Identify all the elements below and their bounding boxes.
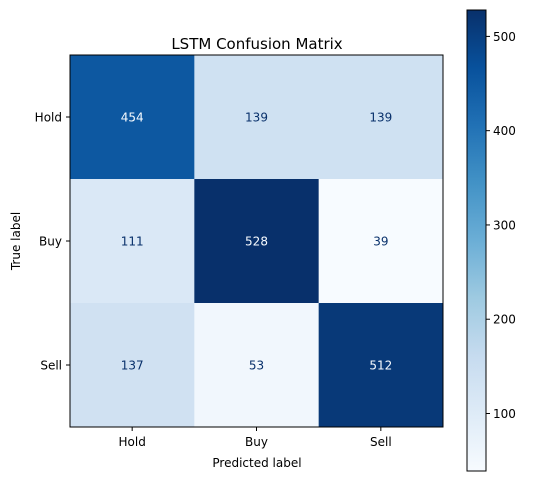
matrix-cell [194, 303, 320, 428]
y-axis-label: True label [9, 212, 23, 271]
matrix-cell [318, 303, 444, 428]
colorbar-axis: 100 200 300 400 500 [486, 30, 516, 421]
matrix-cell [70, 303, 195, 428]
cell-value-label: 528 [245, 235, 268, 249]
cell-value-label: 512 [369, 359, 392, 373]
cell-value-label: 111 [121, 235, 144, 249]
y-tick-label: Buy [39, 235, 62, 249]
colorbar-tick-label: 100 [493, 407, 516, 421]
matrix-cell [318, 179, 444, 304]
cell-value-label: 139 [369, 111, 392, 125]
chart-title: LSTM Confusion Matrix [171, 35, 342, 53]
matrix-cell [194, 179, 320, 304]
x-axis-label: Predicted label [212, 456, 301, 470]
cell-value-label: 454 [121, 111, 144, 125]
colorbar-tick-label: 400 [493, 124, 516, 138]
x-tick-label: Hold [119, 435, 146, 449]
colorbar [466, 9, 487, 472]
cell-value-label: 39 [373, 235, 388, 249]
cell-value-label: 139 [245, 111, 268, 125]
cell-value-label: 137 [121, 359, 144, 373]
matrix-cell [70, 179, 195, 304]
y-axis: Hold Buy Sell [35, 111, 70, 373]
y-tick-label: Hold [35, 111, 62, 125]
matrix-cell [194, 55, 320, 180]
matrix-cells [70, 55, 444, 428]
x-tick-label: Buy [245, 435, 268, 449]
matrix-cell [318, 55, 444, 180]
matrix-cell [70, 55, 195, 180]
x-tick-label: Sell [370, 435, 392, 449]
y-tick-label: Sell [40, 359, 62, 373]
colorbar-tick-label: 200 [493, 313, 516, 327]
colorbar-tick-label: 300 [493, 218, 516, 232]
cell-value-label: 53 [249, 359, 264, 373]
x-axis: Hold Buy Sell [119, 427, 392, 449]
colorbar-tick-label: 500 [493, 30, 516, 44]
matrix-cell-labels: 454 139 139 111 528 39 137 53 512 [121, 111, 393, 373]
